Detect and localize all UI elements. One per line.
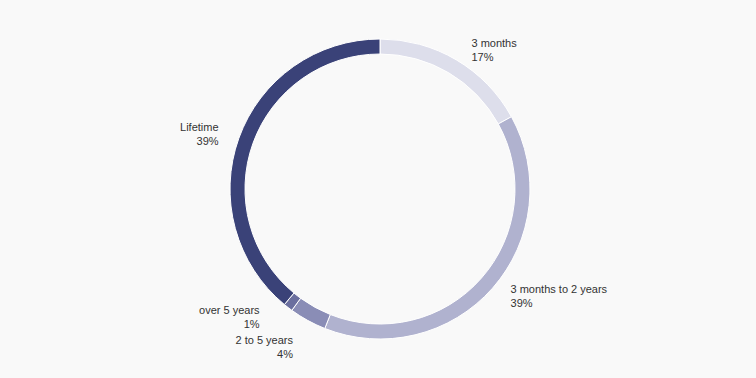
- svg-text:Lifetime: Lifetime: [180, 121, 219, 133]
- svg-text:39%: 39%: [511, 297, 533, 309]
- svg-text:39%: 39%: [197, 135, 219, 147]
- svg-text:1%: 1%: [244, 318, 260, 330]
- svg-text:over 5 years: over 5 years: [199, 304, 260, 316]
- svg-text:2 to 5 years: 2 to 5 years: [235, 334, 293, 346]
- svg-text:3 months: 3 months: [471, 37, 517, 49]
- svg-text:17%: 17%: [471, 51, 493, 63]
- svg-text:4%: 4%: [277, 348, 293, 360]
- svg-text:3 months to 2 years: 3 months to 2 years: [511, 283, 608, 295]
